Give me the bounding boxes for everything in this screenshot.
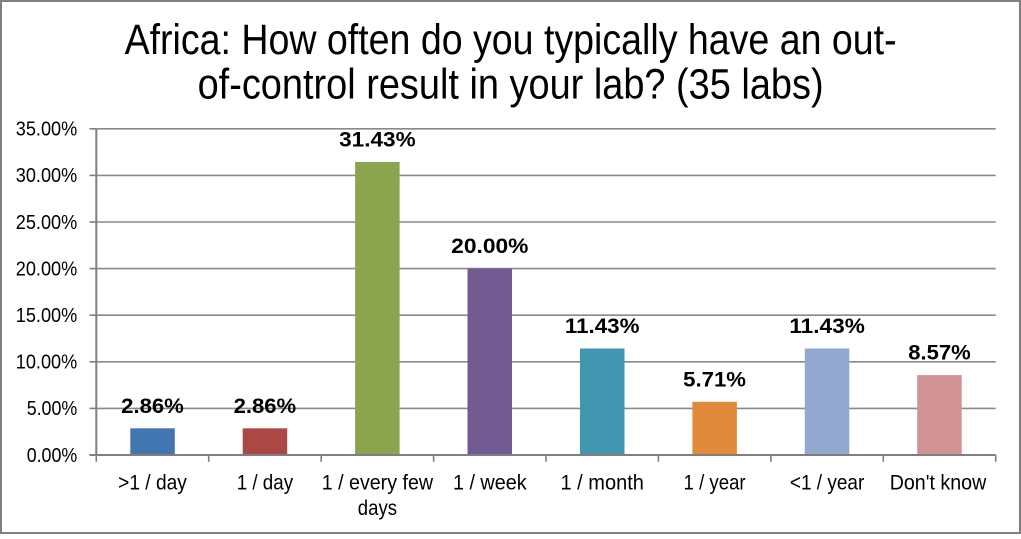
svg-text:1 / year: 1 / year bbox=[684, 472, 746, 495]
svg-text:35.00%: 35.00% bbox=[16, 119, 77, 141]
svg-text:1 / day: 1 / day bbox=[237, 472, 294, 495]
svg-text:5.00%: 5.00% bbox=[27, 398, 78, 420]
svg-text:8.57%: 8.57% bbox=[908, 340, 970, 365]
svg-text:20.00%: 20.00% bbox=[16, 258, 77, 280]
svg-text:of-control result in your lab?: of-control result in your lab? (35 labs) bbox=[198, 60, 824, 108]
svg-text:30.00%: 30.00% bbox=[16, 165, 77, 187]
svg-text:15.00%: 15.00% bbox=[16, 305, 77, 327]
svg-text:31.43%: 31.43% bbox=[339, 127, 416, 152]
svg-text:20.00%: 20.00% bbox=[451, 233, 528, 258]
svg-text:>1 / day: >1 / day bbox=[118, 472, 187, 495]
svg-text:5.71%: 5.71% bbox=[683, 366, 746, 391]
svg-text:11.43%: 11.43% bbox=[789, 313, 865, 338]
svg-text:2.86%: 2.86% bbox=[234, 393, 297, 418]
svg-text:days: days bbox=[358, 497, 397, 520]
svg-text:10.00%: 10.00% bbox=[16, 352, 77, 374]
svg-text:<1 / year: <1 / year bbox=[790, 472, 864, 495]
svg-text:Don't know: Don't know bbox=[890, 472, 987, 495]
svg-text:1 / week: 1 / week bbox=[453, 472, 527, 495]
svg-text:0.00%: 0.00% bbox=[27, 445, 78, 467]
svg-text:1 / every few: 1 / every few bbox=[322, 472, 434, 495]
svg-text:1 / month: 1 / month bbox=[561, 472, 644, 495]
svg-text:25.00%: 25.00% bbox=[16, 212, 77, 234]
svg-text:2.86%: 2.86% bbox=[121, 393, 184, 418]
svg-text:Africa: How often do you typic: Africa: How often do you typically have … bbox=[125, 16, 897, 64]
svg-text:11.43%: 11.43% bbox=[565, 313, 640, 338]
